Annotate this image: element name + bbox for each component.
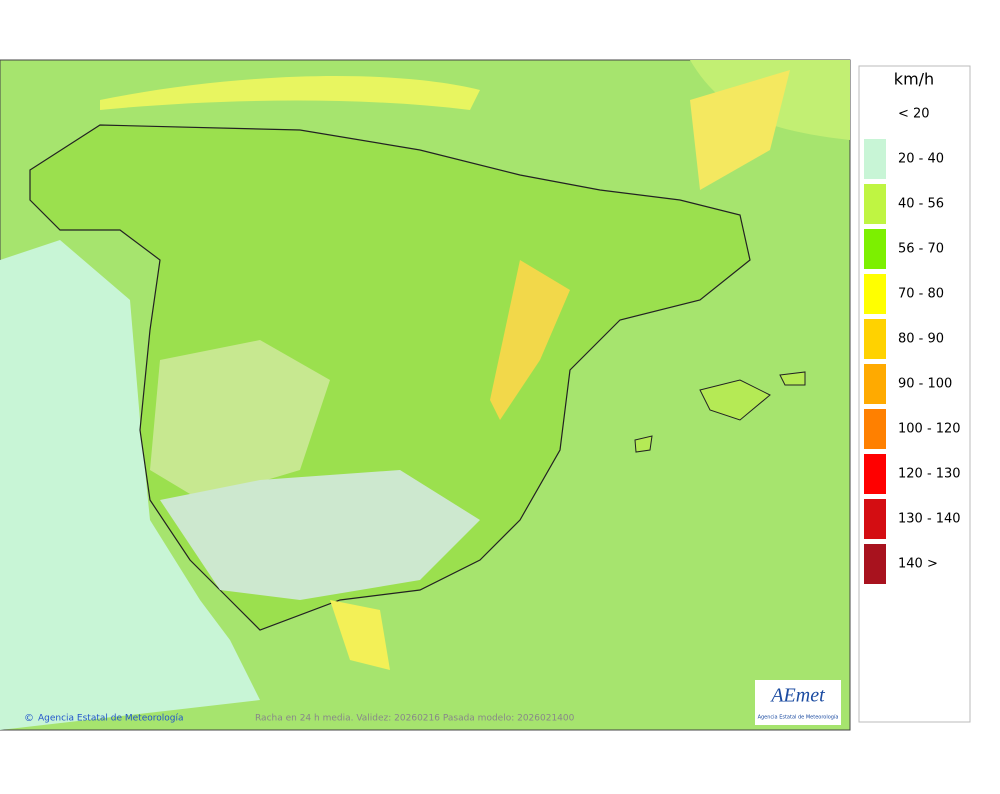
island: [779, 371, 806, 386]
legend-swatch: [864, 544, 886, 584]
caption: Racha en 24 h media. Validez: 20260216 P…: [255, 714, 575, 724]
legend-swatch: [864, 229, 886, 269]
legend-label: 80 - 90: [898, 332, 944, 347]
legend-swatch: [864, 319, 886, 359]
gust-zone: [330, 600, 390, 670]
legend-label: 120 - 130: [898, 467, 961, 482]
gust-zone: [690, 70, 790, 190]
logo-box: [755, 680, 841, 725]
legend-swatch: [864, 364, 886, 404]
legend-label: 140 >: [898, 557, 938, 572]
legend-label: 130 - 140: [898, 512, 961, 527]
gust-zone: [490, 260, 570, 420]
land-zone: [0, 240, 260, 730]
legend-label: 70 - 80: [898, 287, 944, 302]
legend-unit: km/h: [894, 70, 934, 89]
credit: Agencia Estatal de Meteorología: [38, 714, 184, 724]
legend-label: 40 - 56: [898, 197, 944, 212]
legend-label: 56 - 70: [898, 242, 944, 257]
land-zone: [160, 470, 480, 600]
island: [699, 379, 771, 421]
legend-swatch: [864, 409, 886, 449]
sea-zone: [0, 60, 850, 140]
map: © Agencia Estatal de Meteorología Racha …: [0, 59, 851, 731]
logo: AEmet: [769, 685, 825, 707]
legend-label: 20 - 40: [898, 152, 944, 167]
legend-label: 100 - 120: [898, 422, 961, 437]
island: [634, 435, 653, 453]
legend: km/h < 20 20 - 40 40 - 56 56 - 70 70 - 80 80 …: [858, 65, 971, 723]
sea-zone: [100, 76, 480, 110]
legend-swatch: [864, 499, 886, 539]
legend-swatch: [864, 274, 886, 314]
credit-icon: ©: [24, 713, 34, 724]
legend-swatch: [864, 184, 886, 224]
land-zone: [150, 340, 330, 500]
logo-subtitle: Agencia Estatal de Meteorología: [758, 714, 839, 721]
legend-label: 90 - 100: [898, 377, 952, 392]
legend-swatch: [864, 454, 886, 494]
legend-label: < 20: [898, 107, 930, 122]
legend-swatch: [864, 139, 886, 179]
